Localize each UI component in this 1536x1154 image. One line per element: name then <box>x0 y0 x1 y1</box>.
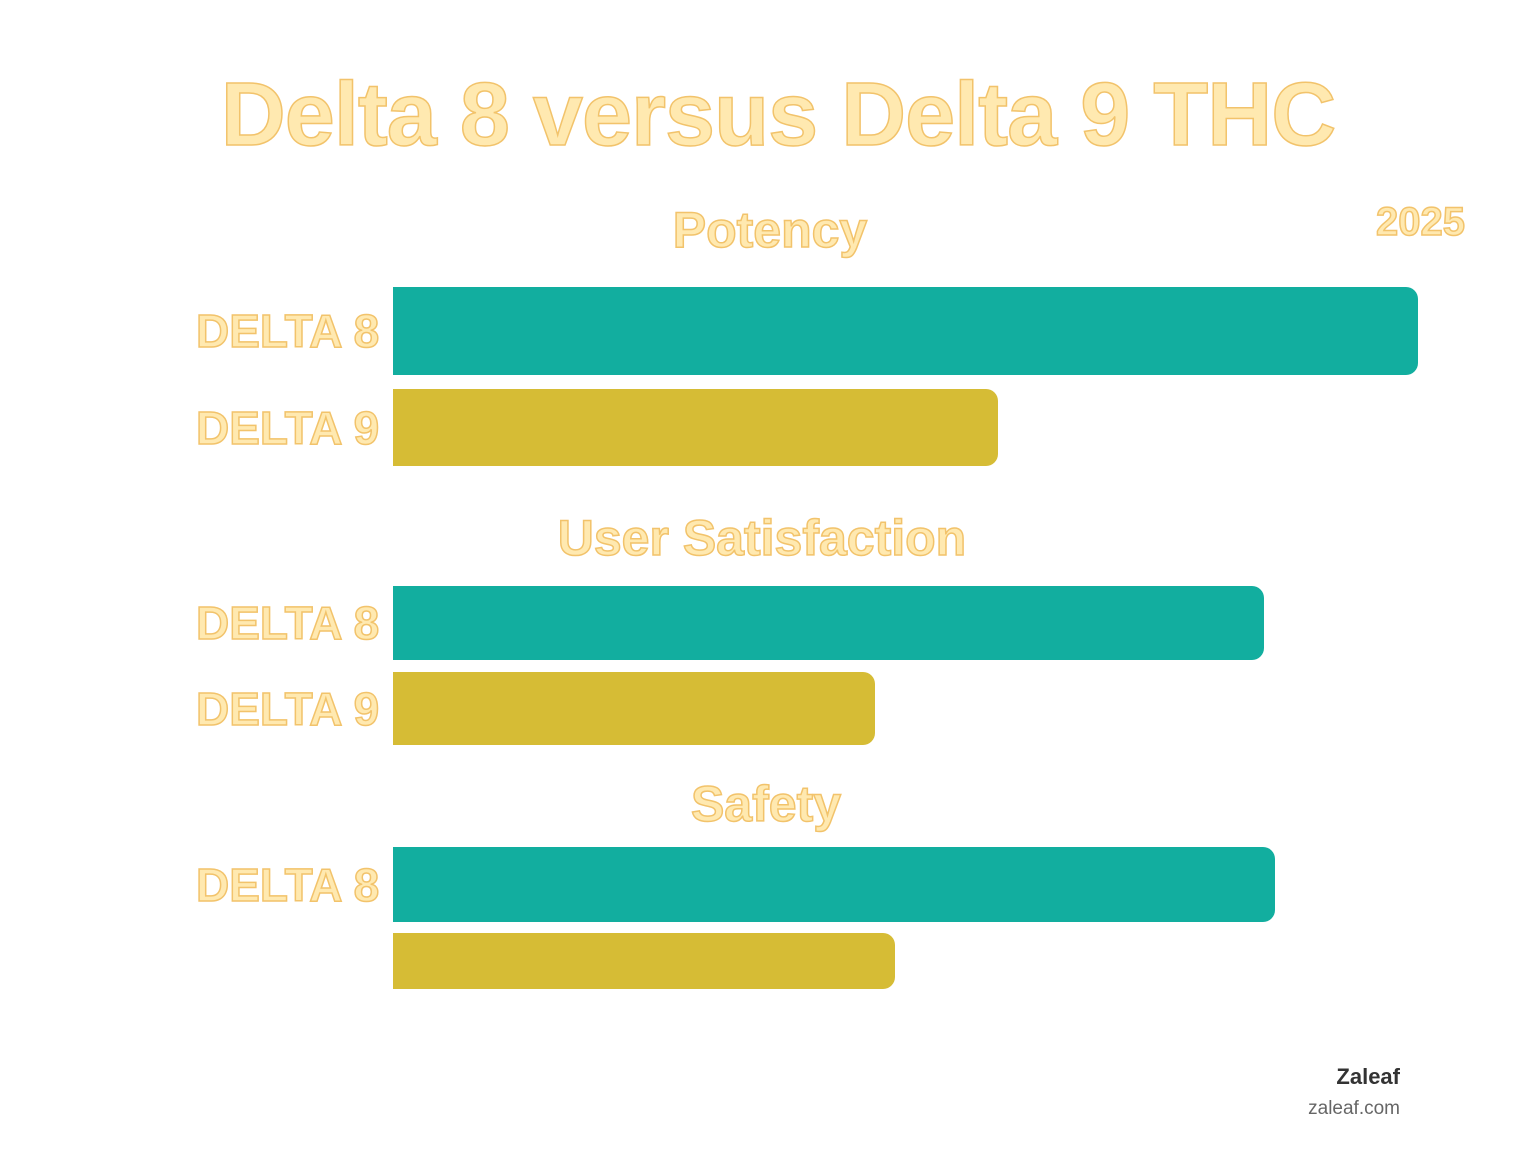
brand-url: zaleaf.com <box>1308 1098 1400 1119</box>
group-title: Safety <box>690 775 842 833</box>
bar-label: DELTA 9 <box>195 401 380 455</box>
bar-label: DELTA 8 <box>195 858 380 912</box>
brand-name: Zaleaf <box>1336 1064 1400 1089</box>
chart-subtitle-year: 2025 <box>1375 199 1465 245</box>
bar-label: DELTA 8 <box>195 596 380 650</box>
chart-title: Delta 8 versus Delta 9 THC <box>220 64 1337 166</box>
bar-label: DELTA 8 <box>195 304 380 358</box>
bar-label: DELTA 9 <box>195 682 380 736</box>
bar-unlabeled <box>393 933 895 989</box>
bar-delta-9 <box>393 672 875 745</box>
group-title: Potency <box>672 201 868 259</box>
bar-delta-8 <box>393 586 1264 660</box>
bar-delta-8 <box>393 287 1418 375</box>
bar-delta-8 <box>393 847 1275 922</box>
bar-delta-9 <box>393 389 998 466</box>
group-title: User Satisfaction <box>557 509 967 567</box>
